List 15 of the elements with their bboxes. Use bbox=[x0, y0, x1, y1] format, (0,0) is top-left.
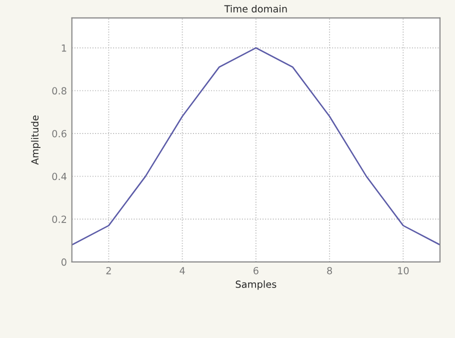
x-tick-label: 4 bbox=[180, 267, 185, 274]
x-tick-label: 8 bbox=[327, 266, 332, 274]
y-tick-label: 1 bbox=[62, 44, 66, 52]
chart-title: Time domain bbox=[224, 4, 287, 12]
y-tick-label: 0.4 bbox=[52, 172, 66, 180]
y-tick-label: 0.2 bbox=[52, 216, 66, 223]
y-tick-label: 0.8 bbox=[52, 87, 66, 95]
y-tick-label: 0.6 bbox=[52, 130, 66, 138]
x-tick-label: 6 bbox=[254, 266, 258, 274]
y-axis-title: Amplitude bbox=[31, 116, 40, 165]
x-tick-label: 2 bbox=[106, 266, 111, 274]
line-series bbox=[72, 47, 440, 246]
x-axis-title: Samples bbox=[236, 280, 276, 290]
x-tick-label: 10 bbox=[398, 266, 409, 274]
y-tick-label: 0 bbox=[61, 258, 66, 266]
